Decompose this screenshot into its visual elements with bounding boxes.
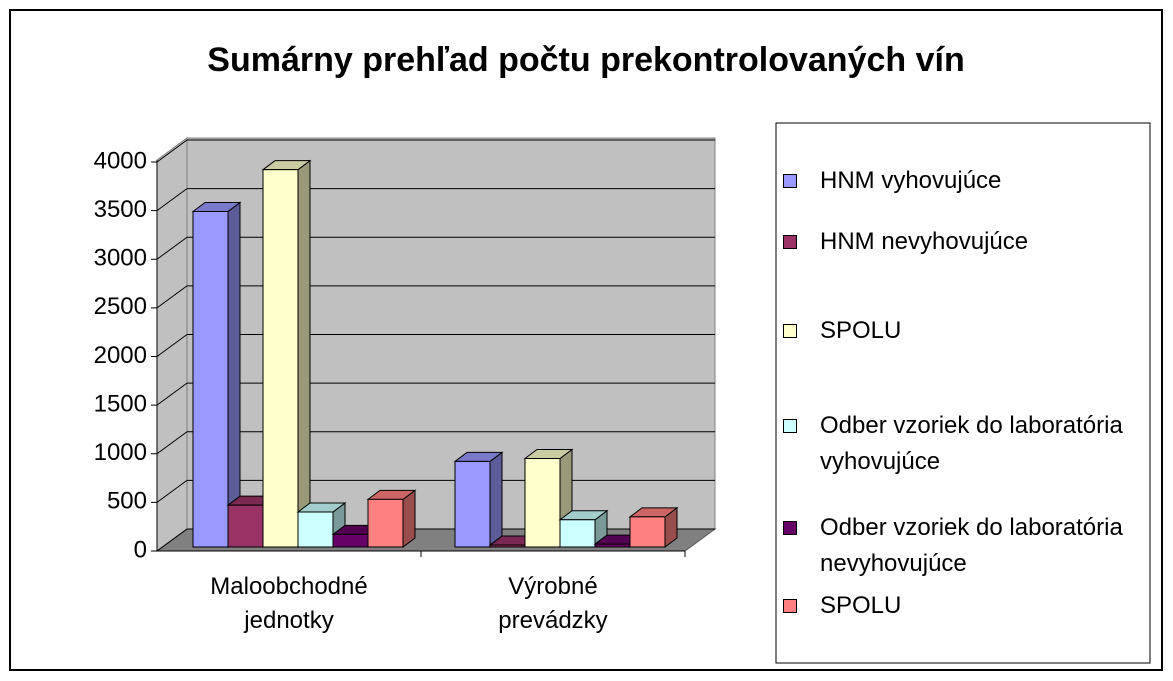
grid-line [156, 479, 188, 503]
y-tick-label: 2500 [94, 293, 147, 320]
legend-label: SPOLU [820, 317, 902, 344]
bar [367, 498, 404, 548]
bar-side [227, 201, 241, 548]
y-tick-label: 2000 [94, 342, 147, 369]
y-tick-label: 4000 [94, 147, 147, 174]
bar [332, 533, 369, 548]
grid-line [156, 139, 188, 163]
bar [262, 169, 299, 548]
bar-side [297, 159, 311, 548]
bar [524, 458, 561, 548]
chart-title: Sumárny prehľad počtu prekontrolovaných … [207, 41, 964, 79]
bar [297, 511, 334, 548]
bar [192, 210, 229, 548]
y-tick-label: 1000 [94, 439, 147, 466]
legend-swatch [783, 174, 797, 188]
legend-label: HNM nevyhovujúce [820, 228, 1029, 255]
bar [227, 504, 264, 548]
bar [489, 544, 526, 548]
grid-line [156, 188, 188, 212]
legend-swatch [783, 599, 797, 613]
grid-line [156, 334, 188, 357]
grid-line [156, 528, 188, 552]
bar [454, 460, 491, 548]
legend-swatch [783, 419, 797, 433]
bar [629, 516, 666, 548]
legend-swatch [783, 235, 797, 249]
y-tick-label: 3000 [94, 245, 147, 272]
grid-line [156, 285, 188, 309]
y-tick-label: 0 [134, 536, 147, 563]
y-tick-label: 500 [107, 488, 147, 515]
legend-swatch [783, 324, 797, 338]
x-tick-label: Výrobné prevádzky [498, 573, 608, 634]
bar-side [402, 489, 416, 548]
legend-label: HNM vyhovujúce [820, 167, 1002, 194]
y-tick-label: 3500 [94, 196, 147, 223]
grid-line [156, 382, 188, 406]
bar-side [489, 451, 503, 548]
legend-swatch [783, 521, 797, 535]
grid-line [156, 431, 188, 455]
legend-box [775, 122, 1151, 664]
legend-label: Odber vzoriek do laboratória vyhovujúce [820, 412, 1123, 475]
bar [559, 519, 596, 548]
legend-label: SPOLU [820, 592, 902, 619]
bar [594, 543, 631, 548]
x-tick-label: Maloobchodné jednotky [210, 573, 368, 634]
legend-label: Odber vzoriek do laboratória nevyhovujúc… [820, 514, 1123, 577]
y-tick-label: 1500 [94, 390, 147, 417]
grid-line [156, 236, 188, 260]
